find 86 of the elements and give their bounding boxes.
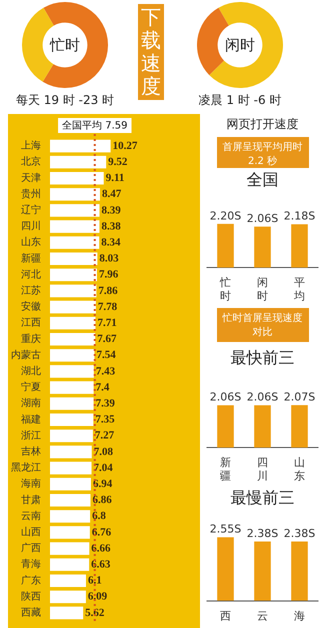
y-tick-label: 福建 xyxy=(21,413,41,426)
y-tick-label: 重庆 xyxy=(21,332,41,345)
data-label: 7.43 xyxy=(96,365,116,378)
data-label: 8.39 xyxy=(102,204,122,216)
data-label: 7.96 xyxy=(98,268,119,281)
data-label: 2.18S xyxy=(284,210,316,223)
data-label: 7.35 xyxy=(95,414,116,426)
y-tick-label: 江苏 xyxy=(21,284,41,297)
y-tick-label: 西藏 xyxy=(21,606,41,619)
y-tick-label: 山西 xyxy=(21,526,41,538)
data-label: 2.06S xyxy=(246,390,278,404)
data-label: 7.4 xyxy=(96,381,110,394)
y-tick-label: 上海 xyxy=(21,140,41,152)
y-tick-label: 内蒙古 xyxy=(11,348,41,361)
y-tick-label: 四川 xyxy=(21,220,41,232)
y-tick-label: 甘肃 xyxy=(21,494,41,506)
data-label: 2.20S xyxy=(210,209,242,222)
data-label: 6.76 xyxy=(92,526,112,538)
data-label: 2.06S xyxy=(210,390,242,404)
text: 闲时 xyxy=(224,34,256,56)
chart-title: 最慢前三 xyxy=(230,487,296,509)
x-tick-label: 山东 xyxy=(294,456,305,482)
x-tick-label: 西 xyxy=(220,609,231,622)
data-label: 7.78 xyxy=(98,300,118,313)
data-label: 7.08 xyxy=(94,446,114,458)
y-tick-label: 广西 xyxy=(21,542,41,554)
data-label: 6.8 xyxy=(92,510,106,522)
text: 网页打开速度 xyxy=(226,116,300,133)
text: 每天 19 时 -23 时 xyxy=(14,92,116,109)
data-label: 7.86 xyxy=(98,284,118,297)
text: 忙时首屏呈现速度对比 xyxy=(216,308,308,342)
y-tick-label: 海南 xyxy=(21,478,41,490)
ref-line-label: 全国平均 7.59 xyxy=(62,120,128,132)
y-tick-label: 贵州 xyxy=(21,188,41,200)
data-label: 7.54 xyxy=(96,349,116,362)
y-tick-label: 宁夏 xyxy=(21,381,41,394)
y-tick-label: 河北 xyxy=(21,268,41,280)
y-tick-label: 江西 xyxy=(21,316,41,329)
data-label: 7.27 xyxy=(94,430,115,442)
data-label: 6.86 xyxy=(92,494,112,506)
text: 忙时 xyxy=(48,34,81,56)
text: 首屏呈现平均用时 2.2 秒 xyxy=(216,137,308,171)
y-tick-label: 广东 xyxy=(21,574,41,586)
chart-title: 最快前三 xyxy=(230,347,296,369)
y-tick-label: 浙江 xyxy=(21,429,41,442)
data-label: 8.47 xyxy=(102,188,122,200)
y-tick-label: 辽宁 xyxy=(21,204,41,216)
data-label: 2.38S xyxy=(246,526,278,540)
data-label: 8.03 xyxy=(99,252,120,265)
y-tick-label: 湖南 xyxy=(21,397,41,410)
x-tick-label: 闲时 xyxy=(257,276,268,302)
x-tick-label: 海 xyxy=(294,609,305,622)
x-tick-label: 云 xyxy=(257,609,268,622)
x-tick-label: 忙时 xyxy=(219,276,231,302)
y-tick-label: 云南 xyxy=(21,510,41,522)
text: 凌晨 1 时 -6 时 xyxy=(198,92,282,109)
data-label: 7.71 xyxy=(97,316,117,329)
data-label: 2.06S xyxy=(246,212,278,226)
data-label: 9.11 xyxy=(106,172,124,184)
y-tick-label: 吉林 xyxy=(21,446,41,458)
y-tick-label: 新疆 xyxy=(21,252,41,264)
y-tick-label: 安徽 xyxy=(21,300,41,313)
data-label: 7.67 xyxy=(97,333,118,346)
data-label: 6.1 xyxy=(88,574,102,587)
data-label: 6.09 xyxy=(88,590,108,603)
data-label: 8.38 xyxy=(101,220,122,232)
x-tick-label: 平均 xyxy=(293,276,305,302)
data-label: 2.07S xyxy=(284,390,316,404)
data-label: 2.38S xyxy=(284,526,316,540)
x-tick-label: 新疆 xyxy=(220,456,231,482)
data-label: 9.52 xyxy=(108,156,128,168)
y-tick-label: 青海 xyxy=(21,558,41,570)
y-tick-label: 山东 xyxy=(21,236,41,248)
x-tick-label: 四川 xyxy=(257,456,268,482)
y-tick-label: 黑龙江 xyxy=(11,462,41,474)
y-tick-label: 北京 xyxy=(21,156,41,168)
data-label: 8.34 xyxy=(101,236,121,248)
data-label: 10.27 xyxy=(112,140,138,152)
data-label: 2.55S xyxy=(210,522,242,536)
y-tick-label: 天津 xyxy=(21,172,41,184)
y-tick-label: 陕西 xyxy=(21,590,41,602)
data-label: 6.66 xyxy=(91,542,112,554)
y-tick-label: 湖北 xyxy=(21,365,41,378)
data-label: 7.39 xyxy=(96,397,116,410)
chart-title: 全国 xyxy=(246,169,280,191)
text: 下载速度 xyxy=(141,5,161,98)
